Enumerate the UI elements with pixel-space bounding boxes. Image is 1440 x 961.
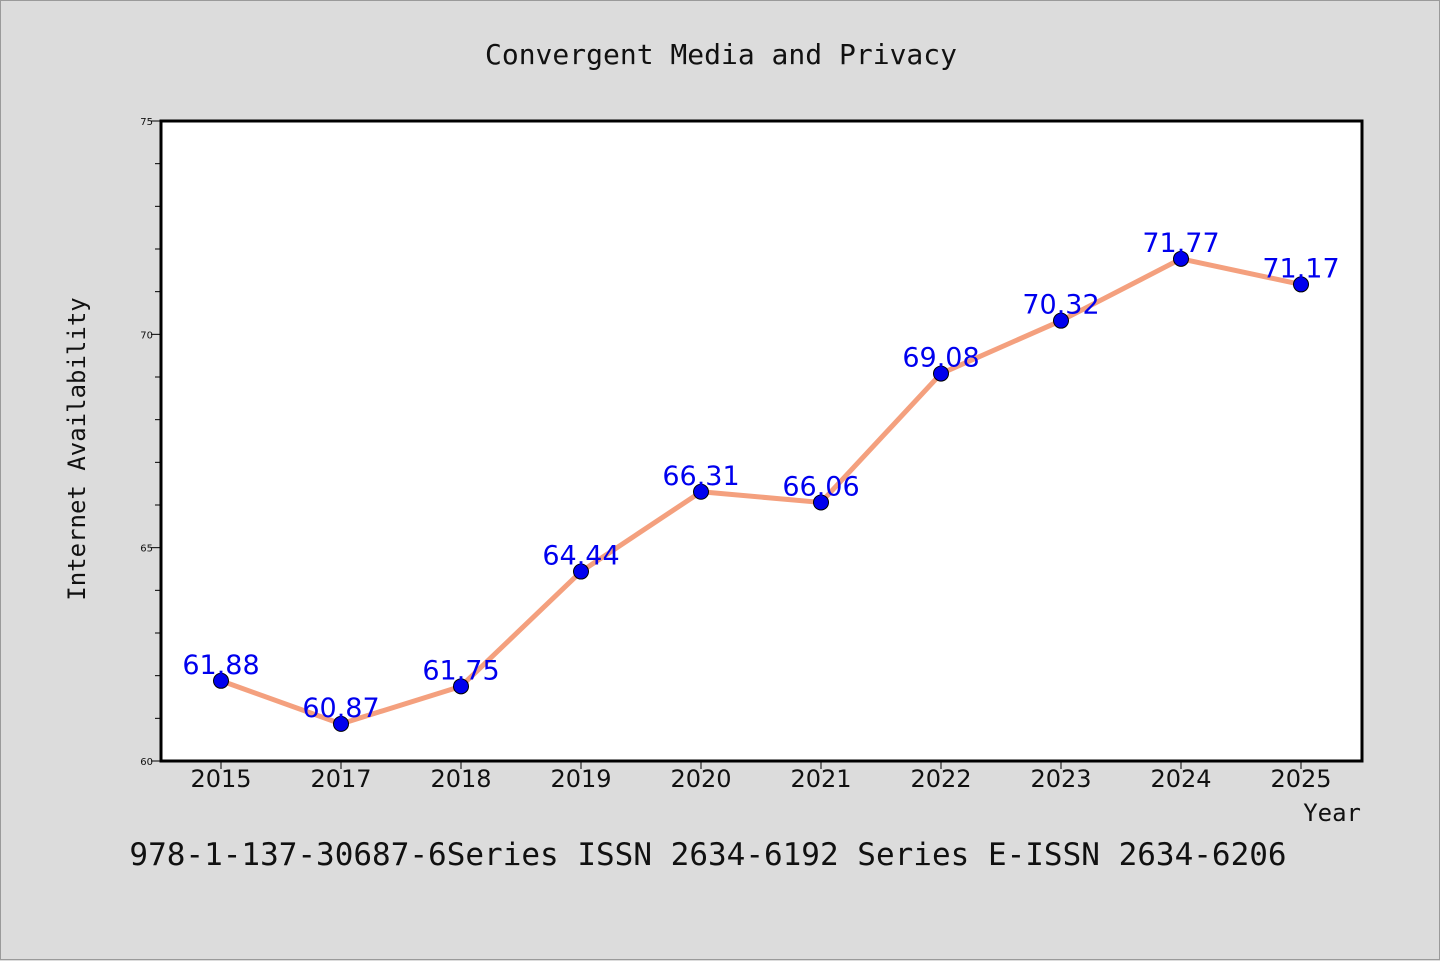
x-tick-label: 2023 [1030, 765, 1091, 793]
data-label: 66.31 [662, 461, 739, 492]
data-label: 71.77 [1142, 228, 1219, 259]
data-point [213, 672, 229, 689]
data-point [1053, 312, 1069, 329]
data-point [573, 563, 589, 580]
footer-isbn-issn: 978-1-137-30687-6Series ISSN 2634-6192 S… [129, 837, 1286, 873]
data-label-layer: 61.88 60.87 61.75 64.44 66.31 66.06 69.08 70.32… [182, 228, 1339, 724]
data-point [1173, 250, 1189, 267]
data-point [933, 365, 949, 382]
y-tick-label: 65 [140, 544, 153, 555]
x-tick-label: 2020 [670, 765, 731, 793]
data-label: 61.75 [422, 655, 499, 686]
data-label: 71.17 [1262, 253, 1339, 284]
data-label: 69.08 [902, 343, 979, 374]
x-axis: 2015 2017 2018 2019 2020 2021 2022 2023 2024 2025 [190, 761, 1332, 793]
x-tick-label: 2025 [1270, 765, 1331, 793]
x-tick-label: 2015 [190, 765, 251, 793]
data-point [333, 715, 349, 732]
series-line [218, 256, 1304, 727]
data-label: 70.32 [1022, 290, 1099, 321]
y-axis-title: Internet Availability [63, 297, 91, 600]
x-tick-label: 2024 [1150, 765, 1211, 793]
x-tick-label: 2018 [430, 765, 491, 793]
data-point [1293, 276, 1309, 293]
data-point [813, 494, 829, 511]
x-tick-label: 2017 [310, 765, 371, 793]
y-tick-label: 70 [140, 330, 153, 341]
x-tick-label: 2022 [910, 765, 971, 793]
series-layer [213, 250, 1309, 732]
x-tick-label: 2019 [550, 765, 611, 793]
data-label: 61.88 [182, 650, 259, 681]
y-axis: 60 65 70 75 [140, 117, 161, 768]
y-tick-label: 60 [140, 757, 153, 768]
x-axis-title: Year [1303, 799, 1361, 827]
x-tick-label: 2021 [790, 765, 851, 793]
data-label: 64.44 [542, 541, 619, 572]
data-label: 60.87 [302, 693, 379, 724]
chart-title: Convergent Media and Privacy [485, 38, 957, 71]
plot-area [159, 119, 1364, 763]
y-tick-label: 75 [140, 117, 153, 128]
data-label: 66.06 [782, 471, 859, 502]
data-point [693, 483, 709, 500]
data-point [453, 678, 469, 695]
